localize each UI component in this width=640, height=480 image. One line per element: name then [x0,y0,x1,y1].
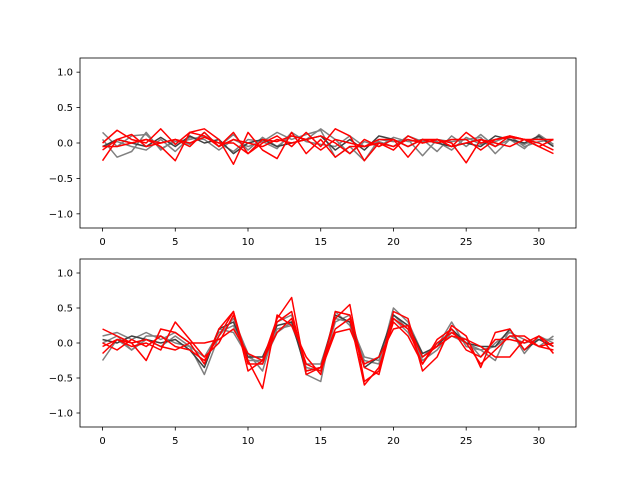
y-tick-label: 0.5 [57,103,73,114]
x-tick-label: 10 [242,436,255,447]
series-line-4 [102,135,554,155]
series-line-8 [102,317,554,372]
x-tick-label: 10 [242,237,255,248]
series-line-8 [102,131,554,151]
series-line-5 [101,128,554,164]
x-tick-label: 15 [314,237,327,248]
series-line-6 [102,128,554,165]
x-tick-label: 15 [314,436,327,447]
x-axis: 0 5 10 15 20 25 30 [99,427,545,447]
x-tick-label: 5 [172,436,178,447]
series-line-7 [102,310,554,386]
y-tick-label: 1.0 [57,68,73,79]
y-axis: −1.0 −0.5 0.0 0.5 1.0 [49,68,80,220]
subplots: 0 5 10 15 20 25 30 −1.0 −0.5 0.0 0.5 1.0 0 5 10 15 20 25 3… [49,57,577,447]
x-tick-label: 0 [99,436,105,447]
x-tick-label: 0 [99,237,105,248]
y-tick-label: 0.0 [57,139,73,150]
x-axis: 0 5 10 15 20 25 30 [99,228,545,248]
y-tick-label: 0.0 [57,339,73,350]
subplot-2: 0 5 10 15 20 25 30 −1.0 −0.5 0.0 0.5 1.0 [49,258,577,447]
x-tick-label: 20 [387,436,400,447]
subplot-1: 0 5 10 15 20 25 30 −1.0 −0.5 0.0 0.5 1.0 [49,57,577,248]
series-line-6 [102,310,555,390]
x-tick-label: 20 [387,237,400,248]
x-tick-label: 30 [533,436,546,447]
y-tick-label: −0.5 [49,374,73,385]
x-tick-label: 25 [460,237,473,248]
series-group [101,128,554,165]
y-tick-label: 1.0 [57,269,73,280]
x-tick-label: 30 [533,237,546,248]
y-tick-label: 0.5 [57,304,73,315]
y-axis: −1.0 −0.5 0.0 0.5 1.0 [49,269,80,420]
y-tick-label: −1.0 [49,409,73,420]
series-group [101,296,555,390]
x-tick-label: 25 [460,436,473,447]
x-tick-label: 5 [172,237,178,248]
y-tick-label: −0.5 [49,174,73,185]
y-tick-label: −1.0 [49,209,73,220]
